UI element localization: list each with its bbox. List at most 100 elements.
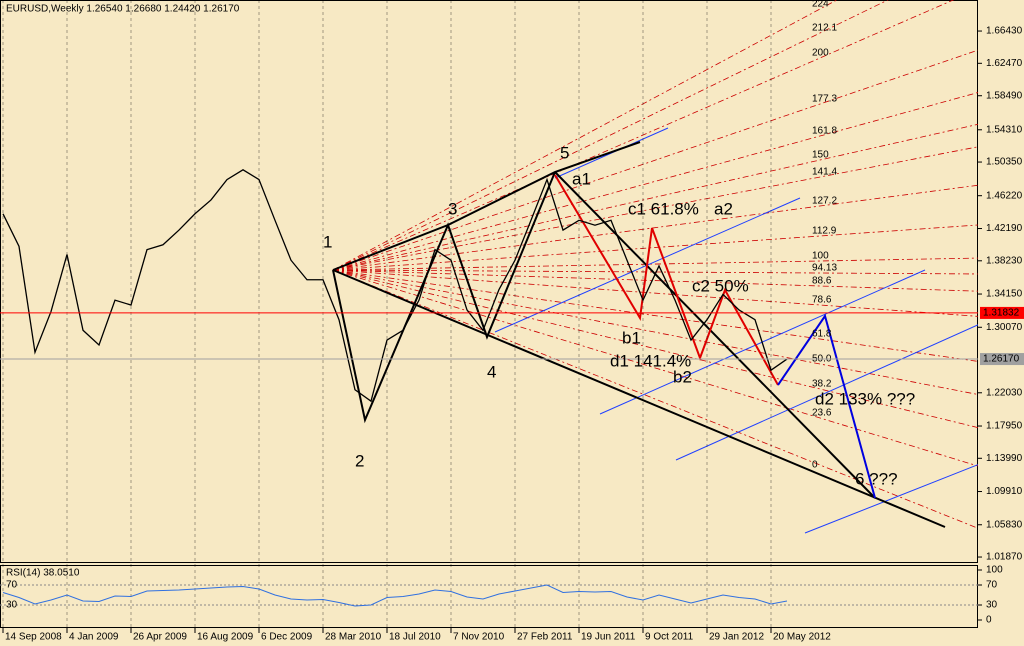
price-tag-label: 1.26170 bbox=[983, 354, 1020, 365]
fan-label: 61.8 bbox=[812, 329, 832, 340]
y-tick-label: 1.30070 bbox=[986, 322, 1023, 333]
y-tick-label: 1.66430 bbox=[986, 26, 1023, 37]
fan-ray bbox=[332, 269, 978, 292]
y-tick-label: 1.58490 bbox=[986, 90, 1023, 101]
fan-label: 0 bbox=[812, 460, 818, 471]
fan-ray bbox=[332, 269, 978, 467]
price-tag-label: 1.31832 bbox=[983, 308, 1020, 319]
y-tick-label: 1.34150 bbox=[986, 289, 1023, 300]
fan-label: 200 bbox=[812, 48, 829, 59]
x-tick-label: 19 Jun 2011 bbox=[581, 632, 636, 643]
fan-label: 150 bbox=[812, 150, 829, 161]
rsi-frame bbox=[0, 565, 978, 628]
trendline bbox=[777, 313, 876, 499]
rsi-tick-label: 100 bbox=[986, 565, 1003, 576]
fan-label: 212.1 bbox=[812, 23, 837, 34]
y-tick-label: 1.17950 bbox=[986, 421, 1023, 432]
rsi-line bbox=[2, 584, 788, 607]
rsi-tick-label: 0 bbox=[986, 615, 992, 626]
x-tick-label: 20 May 2012 bbox=[773, 632, 831, 643]
plot-area bbox=[2, 0, 978, 534]
price-tag bbox=[980, 353, 1024, 366]
trendline bbox=[804, 464, 978, 534]
fan-ray bbox=[332, 184, 978, 271]
x-tick-label: 9 Oct 2011 bbox=[645, 632, 694, 643]
y-tick-label: 1.01870 bbox=[986, 552, 1023, 563]
fan-ray bbox=[332, 0, 889, 271]
plot-frame bbox=[0, 0, 978, 563]
annotation: b2 bbox=[673, 367, 692, 386]
y-tick-label: 1.54310 bbox=[986, 124, 1023, 135]
x-tick-label: 16 Aug 2009 bbox=[197, 632, 254, 643]
fan-label: 161.8 bbox=[812, 126, 837, 137]
y-tick-label: 1.22030 bbox=[986, 387, 1023, 398]
fan-label: 23.6 bbox=[812, 408, 832, 419]
annotation: 3 bbox=[448, 199, 457, 218]
fan-ray bbox=[332, 0, 838, 271]
price-tag bbox=[980, 306, 1024, 319]
annotation: 6 ??? bbox=[855, 469, 898, 488]
rsi-tick-label: 70 bbox=[986, 580, 998, 591]
rsi-guide-label: 70 bbox=[6, 580, 18, 591]
trendline bbox=[554, 174, 779, 386]
fan-ray bbox=[332, 49, 978, 271]
fan-ray bbox=[332, 123, 978, 271]
fan-label: 38.2 bbox=[812, 379, 832, 390]
fan-ray bbox=[332, 146, 978, 271]
y-tick-label: 1.09910 bbox=[986, 486, 1023, 497]
annotation: 4 bbox=[487, 362, 496, 381]
fan-ray bbox=[332, 0, 955, 271]
fan-label: 224 bbox=[812, 0, 829, 10]
x-tick-label: 14 Sep 2008 bbox=[5, 632, 62, 643]
annotation: c2 50% bbox=[692, 276, 749, 295]
rsi-title: RSI(14) 38.0510 bbox=[6, 568, 80, 579]
fan-ray bbox=[332, 269, 978, 362]
y-tick-label: 1.50350 bbox=[986, 157, 1023, 168]
y-tick-label: 1.38230 bbox=[986, 255, 1023, 266]
x-tick-label: 6 Dec 2009 bbox=[261, 632, 313, 643]
fan-label: 100 bbox=[812, 251, 829, 262]
y-tick-label: 1.42190 bbox=[986, 223, 1023, 234]
fan-label: 88.6 bbox=[812, 276, 832, 287]
fan-label: 141.4 bbox=[812, 167, 837, 178]
fan-label: 112.9 bbox=[812, 226, 837, 237]
annotation: 5 bbox=[560, 143, 569, 162]
fan-ray bbox=[332, 257, 978, 271]
price-line-series bbox=[2, 169, 788, 403]
rsi-guide-label: 30 bbox=[6, 600, 18, 611]
trendline bbox=[675, 324, 978, 461]
trendline bbox=[554, 171, 876, 499]
x-tick-label: 29 Jan 2012 bbox=[709, 632, 764, 643]
annotation: b1 bbox=[622, 328, 641, 347]
annotation: a2 bbox=[714, 199, 733, 218]
trendline bbox=[332, 171, 556, 424]
rsi-tick-label: 30 bbox=[986, 600, 998, 611]
x-tick-label: 28 Mar 2010 bbox=[325, 632, 382, 643]
y-tick-label: 1.05830 bbox=[986, 519, 1023, 530]
fan-label: 94.13 bbox=[812, 263, 837, 274]
x-tick-label: 27 Feb 2011 bbox=[517, 632, 573, 643]
fan-ray bbox=[332, 269, 978, 428]
annotation: 1 bbox=[323, 232, 332, 251]
fan-label: 127.2 bbox=[812, 196, 837, 207]
fan-ray bbox=[332, 92, 978, 271]
fan-ray bbox=[332, 224, 978, 271]
x-tick-label: 26 Apr 2009 bbox=[133, 632, 187, 643]
x-tick-label: 7 Nov 2010 bbox=[453, 632, 505, 643]
annotation: c1 61.8% bbox=[628, 199, 699, 218]
fan-ray bbox=[332, 269, 978, 395]
fan-ray bbox=[332, 269, 978, 317]
annotation: 2 bbox=[355, 451, 364, 470]
x-tick-label: 4 Jan 2009 bbox=[69, 632, 119, 643]
fan-label: 78.6 bbox=[812, 295, 832, 306]
annotation: d1 141.4% bbox=[610, 351, 691, 370]
x-tick-label: 18 Jul 2010 bbox=[389, 632, 441, 643]
y-tick-label: 1.13990 bbox=[986, 453, 1023, 464]
trendline bbox=[332, 141, 641, 271]
fan-label: 177.3 bbox=[812, 94, 837, 105]
y-tick-label: 1.62470 bbox=[986, 58, 1023, 69]
annotation: d2 133% ??? bbox=[815, 389, 915, 408]
y-tick-label: 1.46220 bbox=[986, 190, 1023, 201]
